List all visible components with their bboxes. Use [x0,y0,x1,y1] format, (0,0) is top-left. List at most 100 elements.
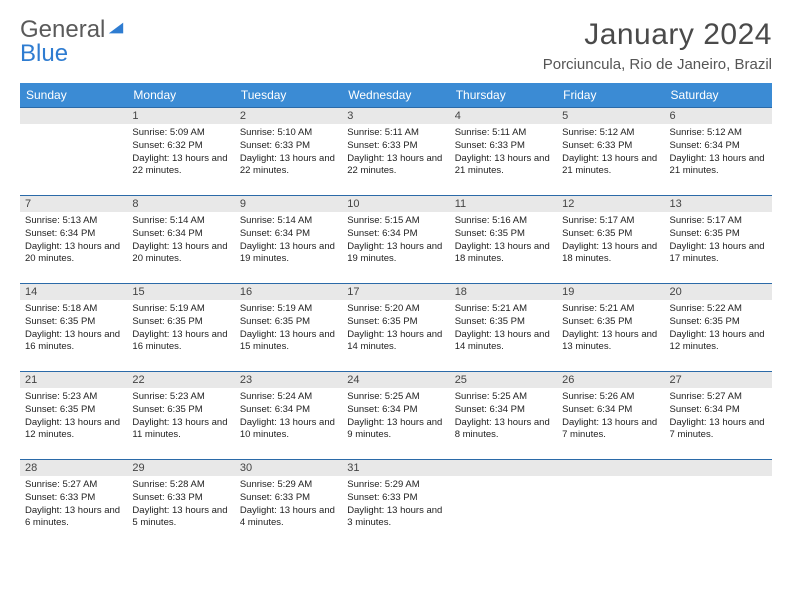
day-number-empty [557,460,664,476]
day-details: Sunrise: 5:27 AMSunset: 6:33 PMDaylight:… [20,476,127,534]
weekday-header: Monday [127,83,234,108]
calendar-cell [665,460,772,548]
day-number: 14 [20,284,127,300]
calendar-row: 14Sunrise: 5:18 AMSunset: 6:35 PMDayligh… [20,284,772,372]
day-number: 16 [235,284,342,300]
day-details: Sunrise: 5:29 AMSunset: 6:33 PMDaylight:… [342,476,449,534]
calendar-cell: 4Sunrise: 5:11 AMSunset: 6:33 PMDaylight… [450,108,557,196]
weekday-header: Tuesday [235,83,342,108]
day-number: 2 [235,108,342,124]
day-details: Sunrise: 5:14 AMSunset: 6:34 PMDaylight:… [235,212,342,270]
day-number: 12 [557,196,664,212]
day-details: Sunrise: 5:25 AMSunset: 6:34 PMDaylight:… [342,388,449,446]
calendar-cell: 2Sunrise: 5:10 AMSunset: 6:33 PMDaylight… [235,108,342,196]
day-details: Sunrise: 5:22 AMSunset: 6:35 PMDaylight:… [665,300,772,358]
day-details: Sunrise: 5:12 AMSunset: 6:33 PMDaylight:… [557,124,664,182]
day-number: 25 [450,372,557,388]
header: General Blue January 2024 Porciuncula, R… [20,18,772,73]
day-details: Sunrise: 5:11 AMSunset: 6:33 PMDaylight:… [342,124,449,182]
calendar-cell: 15Sunrise: 5:19 AMSunset: 6:35 PMDayligh… [127,284,234,372]
logo: General Blue [20,18,125,66]
day-details: Sunrise: 5:10 AMSunset: 6:33 PMDaylight:… [235,124,342,182]
day-details: Sunrise: 5:24 AMSunset: 6:34 PMDaylight:… [235,388,342,446]
day-number: 11 [450,196,557,212]
day-details: Sunrise: 5:15 AMSunset: 6:34 PMDaylight:… [342,212,449,270]
calendar-cell: 5Sunrise: 5:12 AMSunset: 6:33 PMDaylight… [557,108,664,196]
day-number: 6 [665,108,772,124]
day-details: Sunrise: 5:19 AMSunset: 6:35 PMDaylight:… [235,300,342,358]
day-number: 15 [127,284,234,300]
day-number: 23 [235,372,342,388]
day-details: Sunrise: 5:23 AMSunset: 6:35 PMDaylight:… [127,388,234,446]
day-number: 1 [127,108,234,124]
calendar-cell: 3Sunrise: 5:11 AMSunset: 6:33 PMDaylight… [342,108,449,196]
day-details: Sunrise: 5:11 AMSunset: 6:33 PMDaylight:… [450,124,557,182]
day-number: 22 [127,372,234,388]
calendar-cell: 25Sunrise: 5:25 AMSunset: 6:34 PMDayligh… [450,372,557,460]
calendar-cell: 10Sunrise: 5:15 AMSunset: 6:34 PMDayligh… [342,196,449,284]
calendar-cell [450,460,557,548]
title-block: January 2024 Porciuncula, Rio de Janeiro… [543,18,772,73]
calendar-cell: 19Sunrise: 5:21 AMSunset: 6:35 PMDayligh… [557,284,664,372]
calendar-head: SundayMondayTuesdayWednesdayThursdayFrid… [20,83,772,108]
day-details: Sunrise: 5:18 AMSunset: 6:35 PMDaylight:… [20,300,127,358]
calendar-cell: 21Sunrise: 5:23 AMSunset: 6:35 PMDayligh… [20,372,127,460]
day-number: 10 [342,196,449,212]
day-details: Sunrise: 5:27 AMSunset: 6:34 PMDaylight:… [665,388,772,446]
calendar-cell: 20Sunrise: 5:22 AMSunset: 6:35 PMDayligh… [665,284,772,372]
calendar-cell: 6Sunrise: 5:12 AMSunset: 6:34 PMDaylight… [665,108,772,196]
weekday-header: Saturday [665,83,772,108]
day-number: 30 [235,460,342,476]
day-details: Sunrise: 5:20 AMSunset: 6:35 PMDaylight:… [342,300,449,358]
calendar: SundayMondayTuesdayWednesdayThursdayFrid… [20,83,772,548]
weekday-header: Friday [557,83,664,108]
day-number: 31 [342,460,449,476]
calendar-cell: 27Sunrise: 5:27 AMSunset: 6:34 PMDayligh… [665,372,772,460]
day-details: Sunrise: 5:16 AMSunset: 6:35 PMDaylight:… [450,212,557,270]
weekday-header: Thursday [450,83,557,108]
logo-triangle-icon [107,19,125,37]
day-details: Sunrise: 5:29 AMSunset: 6:33 PMDaylight:… [235,476,342,534]
day-details: Sunrise: 5:26 AMSunset: 6:34 PMDaylight:… [557,388,664,446]
day-number: 3 [342,108,449,124]
day-number: 4 [450,108,557,124]
calendar-cell: 22Sunrise: 5:23 AMSunset: 6:35 PMDayligh… [127,372,234,460]
day-details: Sunrise: 5:21 AMSunset: 6:35 PMDaylight:… [557,300,664,358]
calendar-cell [557,460,664,548]
day-details: Sunrise: 5:09 AMSunset: 6:32 PMDaylight:… [127,124,234,182]
day-number: 9 [235,196,342,212]
weekday-header: Sunday [20,83,127,108]
calendar-cell: 26Sunrise: 5:26 AMSunset: 6:34 PMDayligh… [557,372,664,460]
day-details: Sunrise: 5:17 AMSunset: 6:35 PMDaylight:… [665,212,772,270]
calendar-cell: 30Sunrise: 5:29 AMSunset: 6:33 PMDayligh… [235,460,342,548]
day-number-empty [665,460,772,476]
calendar-cell: 1Sunrise: 5:09 AMSunset: 6:32 PMDaylight… [127,108,234,196]
calendar-cell: 18Sunrise: 5:21 AMSunset: 6:35 PMDayligh… [450,284,557,372]
day-number: 8 [127,196,234,212]
calendar-cell: 29Sunrise: 5:28 AMSunset: 6:33 PMDayligh… [127,460,234,548]
calendar-cell: 14Sunrise: 5:18 AMSunset: 6:35 PMDayligh… [20,284,127,372]
day-number-empty [20,108,127,124]
day-details: Sunrise: 5:17 AMSunset: 6:35 PMDaylight:… [557,212,664,270]
day-details: Sunrise: 5:21 AMSunset: 6:35 PMDaylight:… [450,300,557,358]
day-details: Sunrise: 5:23 AMSunset: 6:35 PMDaylight:… [20,388,127,446]
day-number-empty [450,460,557,476]
day-details: Sunrise: 5:19 AMSunset: 6:35 PMDaylight:… [127,300,234,358]
day-number: 5 [557,108,664,124]
day-details: Sunrise: 5:12 AMSunset: 6:34 PMDaylight:… [665,124,772,182]
day-number: 20 [665,284,772,300]
day-details: Sunrise: 5:14 AMSunset: 6:34 PMDaylight:… [127,212,234,270]
calendar-body: 1Sunrise: 5:09 AMSunset: 6:32 PMDaylight… [20,108,772,548]
day-number: 29 [127,460,234,476]
day-number: 7 [20,196,127,212]
day-number: 13 [665,196,772,212]
calendar-cell: 23Sunrise: 5:24 AMSunset: 6:34 PMDayligh… [235,372,342,460]
month-title: January 2024 [543,18,772,52]
calendar-cell: 13Sunrise: 5:17 AMSunset: 6:35 PMDayligh… [665,196,772,284]
day-number: 28 [20,460,127,476]
calendar-row: 21Sunrise: 5:23 AMSunset: 6:35 PMDayligh… [20,372,772,460]
location: Porciuncula, Rio de Janeiro, Brazil [543,56,772,73]
day-details: Sunrise: 5:13 AMSunset: 6:34 PMDaylight:… [20,212,127,270]
day-number: 21 [20,372,127,388]
calendar-cell: 9Sunrise: 5:14 AMSunset: 6:34 PMDaylight… [235,196,342,284]
